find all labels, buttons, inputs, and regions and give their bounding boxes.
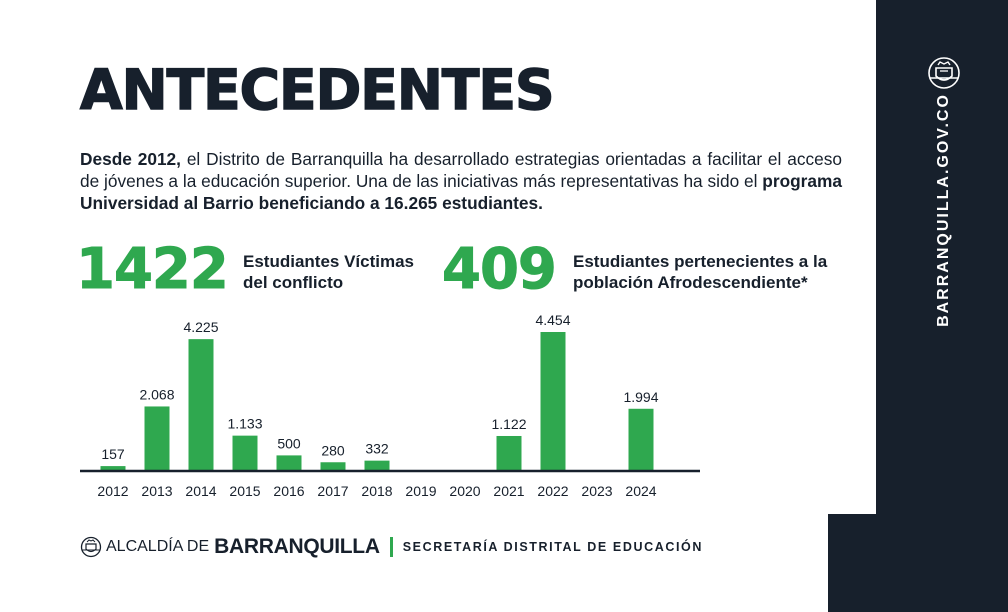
bar-value-label-2012: 157 bbox=[101, 446, 125, 462]
intro-highlight: programa Universidad al Barrio beneficia… bbox=[80, 171, 842, 213]
bar-2016 bbox=[276, 455, 302, 471]
bar-2024 bbox=[628, 408, 654, 471]
footer-secretaria-text: SECRETARÍA DISTRITAL DE EDUCACIÓN bbox=[402, 540, 703, 554]
bar-2015 bbox=[232, 435, 258, 471]
intro-text: el Distrito de Barranquilla ha desarroll… bbox=[80, 149, 842, 191]
footer-divider bbox=[389, 537, 393, 557]
site-url[interactable]: BARRANQUILLA.GOV.CO bbox=[935, 93, 952, 327]
bar-value-label-2024: 1.994 bbox=[623, 389, 658, 405]
bar-2013 bbox=[144, 406, 170, 471]
coat-of-arms-icon bbox=[928, 57, 960, 89]
bar-2022 bbox=[540, 332, 566, 471]
x-tick-label-2017: 2017 bbox=[317, 483, 348, 499]
x-tick-label-2014: 2014 bbox=[185, 483, 216, 499]
stat-afro-label: Estudiantes pertenecientes a la població… bbox=[573, 251, 827, 293]
bar-2021 bbox=[496, 435, 522, 471]
bar-value-label-2018: 332 bbox=[365, 441, 389, 457]
x-tick-label-2013: 2013 bbox=[141, 483, 172, 499]
bar-chart: 157 2012 2.068 2013 4.225 2014 1.133 2015 500 201… bbox=[80, 312, 700, 499]
page-title: ANTECEDENTES bbox=[79, 57, 555, 123]
x-tick-label-2018: 2018 bbox=[361, 483, 392, 499]
x-tick-label-2015: 2015 bbox=[229, 483, 260, 499]
footer-alcaldia-text: ALCALDÍA DE bbox=[106, 538, 210, 555]
x-tick-label-2012: 2012 bbox=[97, 483, 128, 499]
footer-city-text: BARRANQUILLA bbox=[214, 535, 380, 558]
bar-2014 bbox=[188, 339, 214, 471]
stat-afro-label-line1: Estudiantes pertenecientes a la bbox=[573, 252, 828, 271]
x-tick-label-2020: 2020 bbox=[449, 483, 480, 499]
bar-value-label-2017: 280 bbox=[321, 442, 345, 458]
x-tick-label-2024: 2024 bbox=[625, 483, 656, 499]
stat-afro-label-line2: población Afrodescendiente* bbox=[573, 273, 808, 292]
intro-lead: Desde 2012, bbox=[80, 149, 181, 169]
bar-value-label-2021: 1.122 bbox=[491, 416, 526, 432]
stat-victims-label: Estudiantes Víctimas del conflicto bbox=[243, 251, 414, 293]
footer-logo: ALCALDÍA DE BARRANQUILLA SECRETARÍA DIST… bbox=[80, 534, 703, 560]
x-tick-label-2023: 2023 bbox=[581, 483, 612, 499]
x-tick-label-2021: 2021 bbox=[493, 483, 524, 499]
bar-2012 bbox=[100, 466, 126, 471]
x-tick-label-2019: 2019 bbox=[405, 483, 436, 499]
bar-2018 bbox=[364, 460, 390, 471]
bar-value-label-2014: 4.225 bbox=[183, 319, 218, 335]
coat-of-arms-icon bbox=[80, 536, 102, 558]
stat-victims-label-line2: del conflicto bbox=[243, 273, 344, 292]
bar-value-label-2016: 500 bbox=[277, 435, 301, 451]
right-sidebar bbox=[876, 0, 1008, 612]
stat-victims-value: 1422 bbox=[76, 237, 230, 302]
sidebar-corner-block bbox=[828, 514, 876, 612]
bar-value-label-2022: 4.454 bbox=[535, 312, 570, 328]
stat-victims-label-line1: Estudiantes Víctimas bbox=[243, 252, 415, 271]
bar-2017 bbox=[320, 462, 346, 471]
bar-value-label-2015: 1.133 bbox=[227, 416, 262, 432]
x-tick-label-2016: 2016 bbox=[273, 483, 304, 499]
bar-value-label-2013: 2.068 bbox=[139, 386, 174, 402]
stat-afro-value: 409 bbox=[442, 237, 558, 302]
x-tick-label-2022: 2022 bbox=[537, 483, 568, 499]
intro-paragraph: Desde 2012, el Distrito de Barranquilla … bbox=[80, 148, 842, 214]
